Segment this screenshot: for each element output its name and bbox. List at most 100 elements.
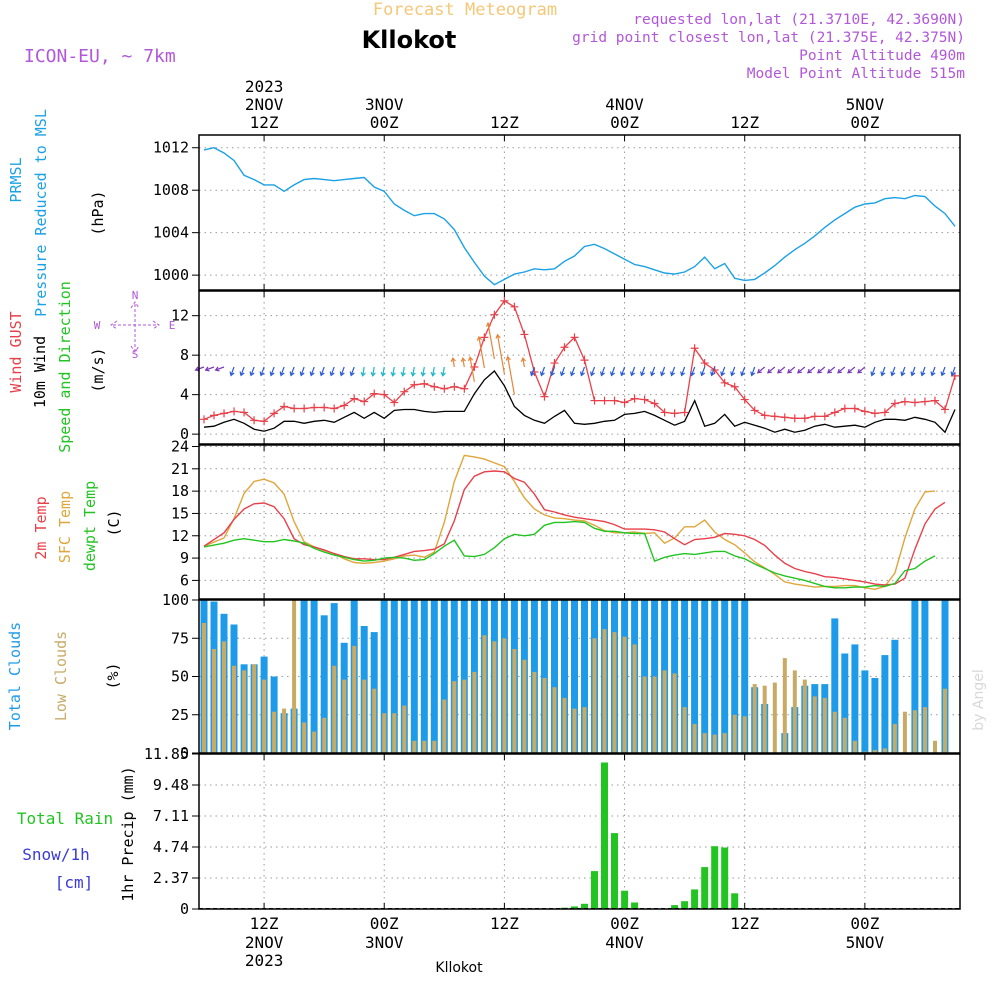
- low-clouds-bar: [752, 684, 757, 753]
- wind-gust-marker: [310, 403, 319, 412]
- wind-direction-arrow: [857, 366, 866, 374]
- low-clouds-bar: [542, 678, 547, 753]
- compass-south-label: S: [132, 348, 139, 361]
- wind-direction-arrow: [600, 366, 606, 377]
- low-clouds-bar: [462, 679, 467, 753]
- wind-direction-arrow: [720, 366, 726, 377]
- total-clouds-bar: [581, 600, 588, 753]
- total-clouds-bar: [571, 600, 578, 753]
- wind-direction-arrow: [370, 366, 376, 377]
- low-clouds-bar: [912, 710, 917, 753]
- top-axis-date-label: 5NOV: [846, 95, 885, 114]
- low-clouds-bar: [662, 670, 667, 753]
- total-clouds-bar: [300, 600, 308, 753]
- total-clouds-bar: [831, 618, 839, 753]
- low-clouds-bar: [592, 638, 597, 754]
- wind-label-10m: 10m Wind: [31, 336, 49, 408]
- wind-gust-marker: [320, 403, 329, 412]
- wind-direction-arrow: [339, 366, 345, 377]
- wind-gust-marker: [620, 398, 629, 407]
- low-clouds-bar: [312, 731, 317, 753]
- low-clouds-bar: [792, 670, 797, 753]
- total-clouds-bar: [691, 600, 699, 753]
- wind-direction-arrow: [390, 366, 396, 377]
- wind-direction-arrow: [319, 366, 325, 377]
- temp-label-dewpt: dewpt Temp: [81, 481, 99, 571]
- y-tick-label: 50: [171, 668, 189, 686]
- wind-gust-marker: [430, 382, 439, 391]
- low-clouds-bar: [802, 679, 807, 753]
- wind-direction-arrow: [827, 366, 836, 374]
- watermark: by Angel: [971, 669, 987, 730]
- low-clouds-bar: [282, 708, 287, 753]
- y-tick-label: 4.74: [153, 838, 189, 856]
- low-clouds-bar: [412, 740, 417, 753]
- compass-north-label: N: [132, 289, 139, 302]
- low-clouds-bar: [782, 658, 787, 753]
- total-clouds-bar: [941, 600, 949, 753]
- y-tick-label: 1004: [153, 224, 189, 242]
- total-clouds-bar: [701, 600, 709, 753]
- low-clouds-bar: [622, 636, 627, 753]
- low-clouds-bar: [432, 740, 437, 753]
- wind-gust-marker: [740, 395, 749, 404]
- wind-direction-arrow: [214, 366, 225, 372]
- total-clouds-bar: [861, 670, 869, 753]
- panel-border: [198, 753, 961, 910]
- wind-direction-arrow: [847, 366, 856, 374]
- rain-bar: [681, 901, 689, 909]
- wind-direction-arrow: [630, 366, 636, 377]
- total-clouds-bar: [881, 655, 889, 753]
- wind-direction-arrow: [756, 366, 766, 374]
- wind-direction-arrow: [349, 366, 355, 377]
- wind-direction-arrow: [505, 355, 515, 395]
- wind-direction-arrow: [730, 366, 736, 377]
- y-tick-label: 1008: [153, 181, 189, 199]
- wind-direction-arrow: [476, 335, 485, 369]
- y-tick-label: 12: [171, 527, 189, 545]
- low-clouds-bar: [552, 687, 557, 753]
- low-clouds-bar: [242, 670, 247, 753]
- rain-bar: [731, 893, 739, 909]
- total-clouds-bar: [380, 600, 388, 753]
- requested-coordinates: requested lon,lat (21.3710E, 42.3690N): [633, 12, 965, 28]
- wind-gust-marker: [670, 409, 679, 418]
- wind-gust-marker: [680, 408, 689, 417]
- wind-direction-arrow: [680, 366, 686, 377]
- precip-axis-label: 1hr Precip (mm): [119, 766, 137, 901]
- wind-direction-arrow: [440, 366, 446, 377]
- wind-direction-arrow: [690, 366, 696, 377]
- panel-border: [198, 444, 961, 600]
- panel-1: 1000 1004 1008 1012: [153, 134, 961, 291]
- precip-label-snow-unit: [cm]: [55, 873, 94, 892]
- total-clouds-bar: [731, 600, 739, 753]
- low-clouds-bar: [923, 707, 927, 753]
- low-clouds-bar: [842, 717, 847, 753]
- top-axis-time-label: 12Z: [730, 113, 759, 132]
- panel-background: [199, 135, 960, 290]
- wind-speed-line: [203, 370, 956, 434]
- wind-gust-marker: [460, 384, 469, 393]
- low-clouds-bar: [672, 673, 677, 753]
- wind-gust-marker: [290, 404, 299, 413]
- bottom-axis-time-label: 12Z: [490, 914, 519, 933]
- low-clouds-bar: [202, 623, 206, 753]
- low-clouds-bar: [272, 711, 277, 753]
- low-clouds-bar: [442, 699, 447, 753]
- rain-bar: [701, 867, 709, 909]
- top-axis-time-label: 00Z: [850, 113, 879, 132]
- y-tick-label: 0: [180, 900, 189, 918]
- wind-direction-arrow: [807, 366, 816, 374]
- wind-gust-marker: [860, 407, 869, 416]
- low-clouds-bar: [832, 711, 837, 753]
- wind-gust-marker: [940, 405, 949, 414]
- bottom-axis-time-label: 00Z: [610, 914, 639, 933]
- wind-gust-marker: [640, 395, 649, 404]
- bottom-axis-time-label: 12Z: [250, 914, 279, 933]
- point-altitude: Point Altitude 490m: [799, 48, 965, 64]
- wind-gust-marker: [440, 384, 449, 393]
- y-tick-label: 7.11: [153, 807, 189, 825]
- wind-direction-arrow: [930, 366, 936, 377]
- wind-gust-marker: [500, 296, 509, 305]
- wind-gust-marker: [610, 396, 619, 405]
